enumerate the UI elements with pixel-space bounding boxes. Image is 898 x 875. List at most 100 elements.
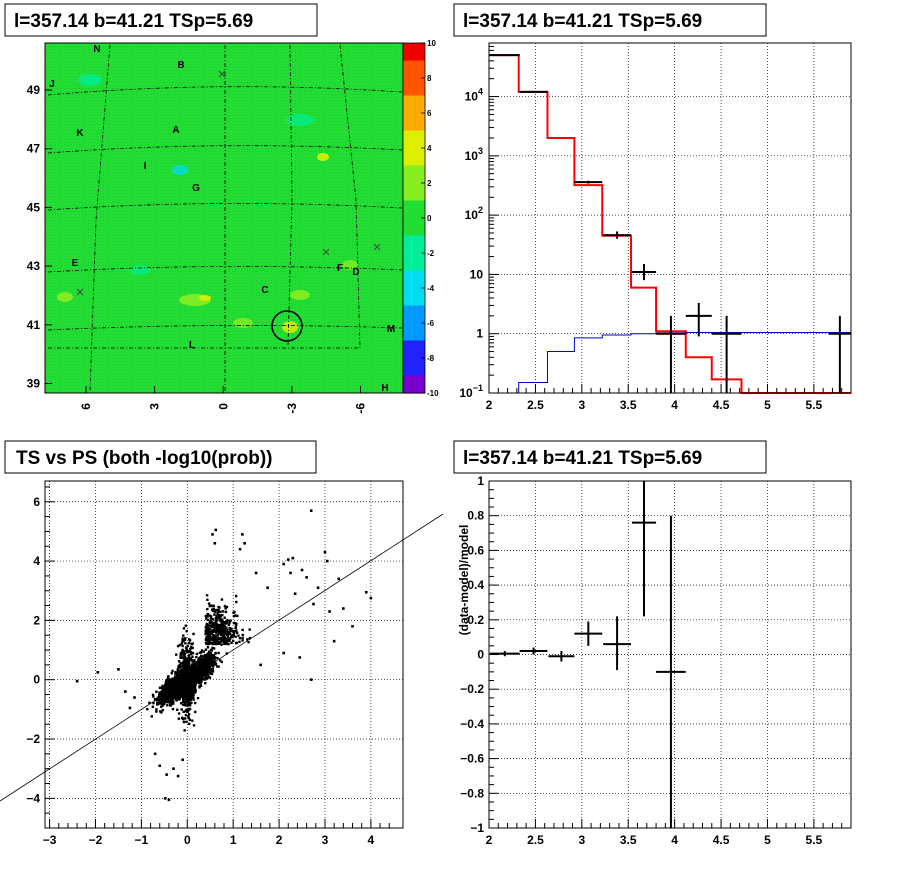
- scatter-panel: −3 −2 −1 0 1 2 3 4 −4 −2 0 2 4 6: [0, 480, 444, 847]
- scatter-point: [161, 685, 165, 689]
- scatter-point: [221, 623, 225, 626]
- scatter-point: [176, 672, 179, 675]
- scatter-point: [167, 696, 171, 699]
- scatter-point: [177, 678, 180, 681]
- scatter-point: [211, 667, 214, 671]
- heatmap-texture: [45, 43, 403, 393]
- scatter-point: [171, 695, 175, 699]
- colorbar-tick-label: 2: [427, 179, 432, 188]
- scatter-point: [202, 650, 206, 653]
- scatter-point: [221, 636, 225, 640]
- scatter-point: [192, 698, 195, 701]
- scatter-point: [173, 689, 177, 692]
- scatter-point: [323, 550, 327, 554]
- scatter-point: [148, 701, 151, 705]
- scatter-point: [188, 697, 192, 700]
- scatter-point: [191, 655, 194, 658]
- scatter-point: [230, 634, 233, 638]
- residual-x-ticks: 2 2.5 3 3.5 4 4.5 5 5.5: [486, 819, 852, 847]
- scatter-point: [184, 624, 188, 627]
- heatmap-y-ticks: 39 41 43 45 47 49: [27, 83, 52, 391]
- scatter-point: [188, 694, 192, 698]
- scatter-point: [169, 678, 172, 681]
- scatter-x-tick-label: 2: [276, 833, 283, 847]
- scatter-point: [190, 682, 194, 685]
- heatmap-source-crosses: [76, 70, 381, 296]
- scatter-point: [187, 656, 191, 660]
- scatter-point: [187, 665, 191, 668]
- scatter-point: [177, 712, 181, 715]
- spectrum-data-point: [828, 315, 851, 393]
- scatter-point: [207, 632, 210, 635]
- spectrum-y-tick-label: 103: [465, 146, 483, 163]
- scatter-point: [180, 673, 183, 677]
- scatter-point: [214, 651, 217, 655]
- scatter-point: [179, 668, 183, 671]
- scatter-point: [206, 659, 209, 663]
- scatter-point: [204, 669, 208, 672]
- heatmap-blob-yellow: [57, 292, 73, 302]
- source-label-E: E: [72, 258, 79, 269]
- scatter-point: [178, 691, 181, 694]
- scatter-point: [178, 673, 181, 677]
- scatter-point: [222, 628, 225, 632]
- heatmap-blob-cyan: [130, 265, 150, 275]
- scatter-point: [174, 697, 177, 701]
- scatter-point: [223, 624, 226, 628]
- scatter-point: [220, 660, 223, 664]
- scatter-point: [206, 615, 209, 618]
- scatter-point: [282, 562, 285, 566]
- scatter-point: [291, 556, 295, 560]
- scatter-point: [161, 693, 165, 696]
- scatter-point: [188, 678, 192, 681]
- colorbar-swatch: [403, 60, 425, 79]
- source-label-M: M: [387, 324, 395, 335]
- scatter-point: [309, 509, 313, 512]
- spectrum-points: [489, 54, 851, 393]
- scatter-point: [183, 682, 187, 686]
- scatter-point: [175, 675, 178, 678]
- scatter-point: [205, 654, 208, 657]
- scatter-point: [168, 683, 171, 686]
- scatter-point: [193, 665, 197, 669]
- heatmap-x-tick-label: 6: [79, 403, 93, 410]
- spectrum-data-point: [711, 315, 742, 393]
- source-label-K: K: [76, 128, 84, 139]
- scatter-point: [166, 695, 169, 698]
- scatter-point: [198, 659, 202, 663]
- scatter-point: [217, 641, 220, 645]
- scatter-point: [217, 624, 220, 627]
- scatter-point: [224, 637, 227, 640]
- scatter-point: [203, 661, 206, 664]
- scatter-point: [201, 670, 204, 673]
- scatter-point: [188, 666, 191, 669]
- scatter-point: [203, 674, 206, 677]
- scatter-point: [184, 637, 187, 640]
- scatter-point: [181, 672, 185, 675]
- residual-x-tick-label: 3: [578, 833, 585, 847]
- scatter-point: [217, 637, 221, 641]
- scatter-point: [184, 642, 187, 645]
- scatter-point: [197, 658, 200, 662]
- scatter-point: [176, 685, 180, 688]
- heatmap-y-tick-label: 49: [27, 83, 41, 97]
- colorbar-swatch: [403, 253, 425, 272]
- scatter-point: [200, 680, 203, 684]
- scatter-point: [152, 695, 155, 698]
- scatter-point: [234, 594, 238, 598]
- scatter-point: [177, 679, 181, 683]
- scatter-point: [193, 663, 196, 667]
- scatter-point: [241, 533, 244, 536]
- scatter-point: [212, 662, 215, 665]
- scatter-point: [198, 661, 202, 665]
- spectrum-x-tick-label: 3: [578, 398, 585, 412]
- scatter-point: [169, 685, 173, 688]
- residual-data-point: [631, 481, 657, 617]
- scatter-point: [186, 682, 190, 685]
- spectrum-data-point: [631, 263, 657, 281]
- scatter-y-tick-label: −2: [26, 732, 40, 746]
- scatter-point: [189, 690, 193, 693]
- scatter-point: [300, 568, 304, 572]
- scatter-point: [220, 622, 223, 626]
- colorbar-tick-label: -2: [427, 249, 435, 258]
